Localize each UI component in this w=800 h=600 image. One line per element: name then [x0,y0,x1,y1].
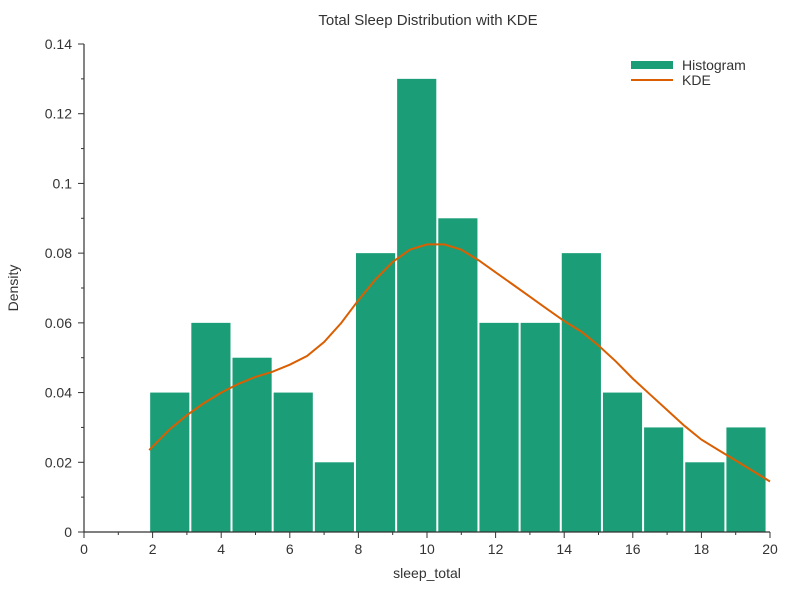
y-tick-label: 0.02 [45,454,72,470]
histogram-bar-14 [685,462,725,532]
x-tick-label: 8 [355,541,363,557]
histogram-bar-5 [314,462,354,532]
x-tick-label: 20 [762,541,778,557]
legend-kde-label: KDE [682,72,711,88]
histogram-bar-10 [520,322,560,532]
x-tick-label: 18 [694,541,710,557]
histogram-bar-4 [273,392,313,532]
chart-title: Total Sleep Distribution with KDE [318,12,537,29]
y-tick-label: 0.12 [45,106,72,122]
histogram-bar-1 [150,392,190,532]
y-tick-label: 0.1 [53,175,73,191]
histogram-bar-8 [438,218,478,533]
y-tick-label: 0.04 [45,385,72,401]
y-tick-label: 0.08 [45,245,72,261]
x-tick-label: 10 [419,541,435,557]
x-tick-label: 4 [217,541,225,557]
x-axis-label: sleep_total [393,565,461,581]
histogram-bar-9 [479,322,519,532]
y-tick-label: 0 [64,524,72,540]
x-tick-label: 6 [286,541,294,557]
x-tick-label: 0 [80,541,88,557]
legend-histogram-swatch [631,61,673,69]
legend: Histogram KDE [631,57,746,88]
histogram-bars [150,78,766,533]
x-ticks: 0 2 4 6 8 10 12 14 16 18 20 [80,532,778,557]
histogram-bar-6 [355,253,396,532]
histogram-bar-15 [726,427,766,532]
y-ticks: 0 0.02 0.04 0.06 0.08 0.1 0.12 0.14 [45,36,84,540]
histogram-bar-13 [644,427,684,532]
histogram-bar-7 [397,78,437,532]
kde-series [148,243,771,483]
y-tick-label: 0.14 [45,36,72,52]
histogram-bar-12 [602,392,643,532]
y-axis-label: Density [5,265,21,312]
legend-histogram-label: Histogram [682,57,746,73]
histogram-bar-3 [232,357,272,532]
histogram-bar-11 [561,253,601,532]
kde-line [148,243,771,483]
x-tick-label: 16 [625,541,641,557]
x-tick-label: 2 [149,541,157,557]
y-tick-label: 0.06 [45,315,72,331]
x-tick-label: 12 [488,541,504,557]
x-tick-label: 14 [556,541,572,557]
histogram-bar-2 [191,322,231,532]
